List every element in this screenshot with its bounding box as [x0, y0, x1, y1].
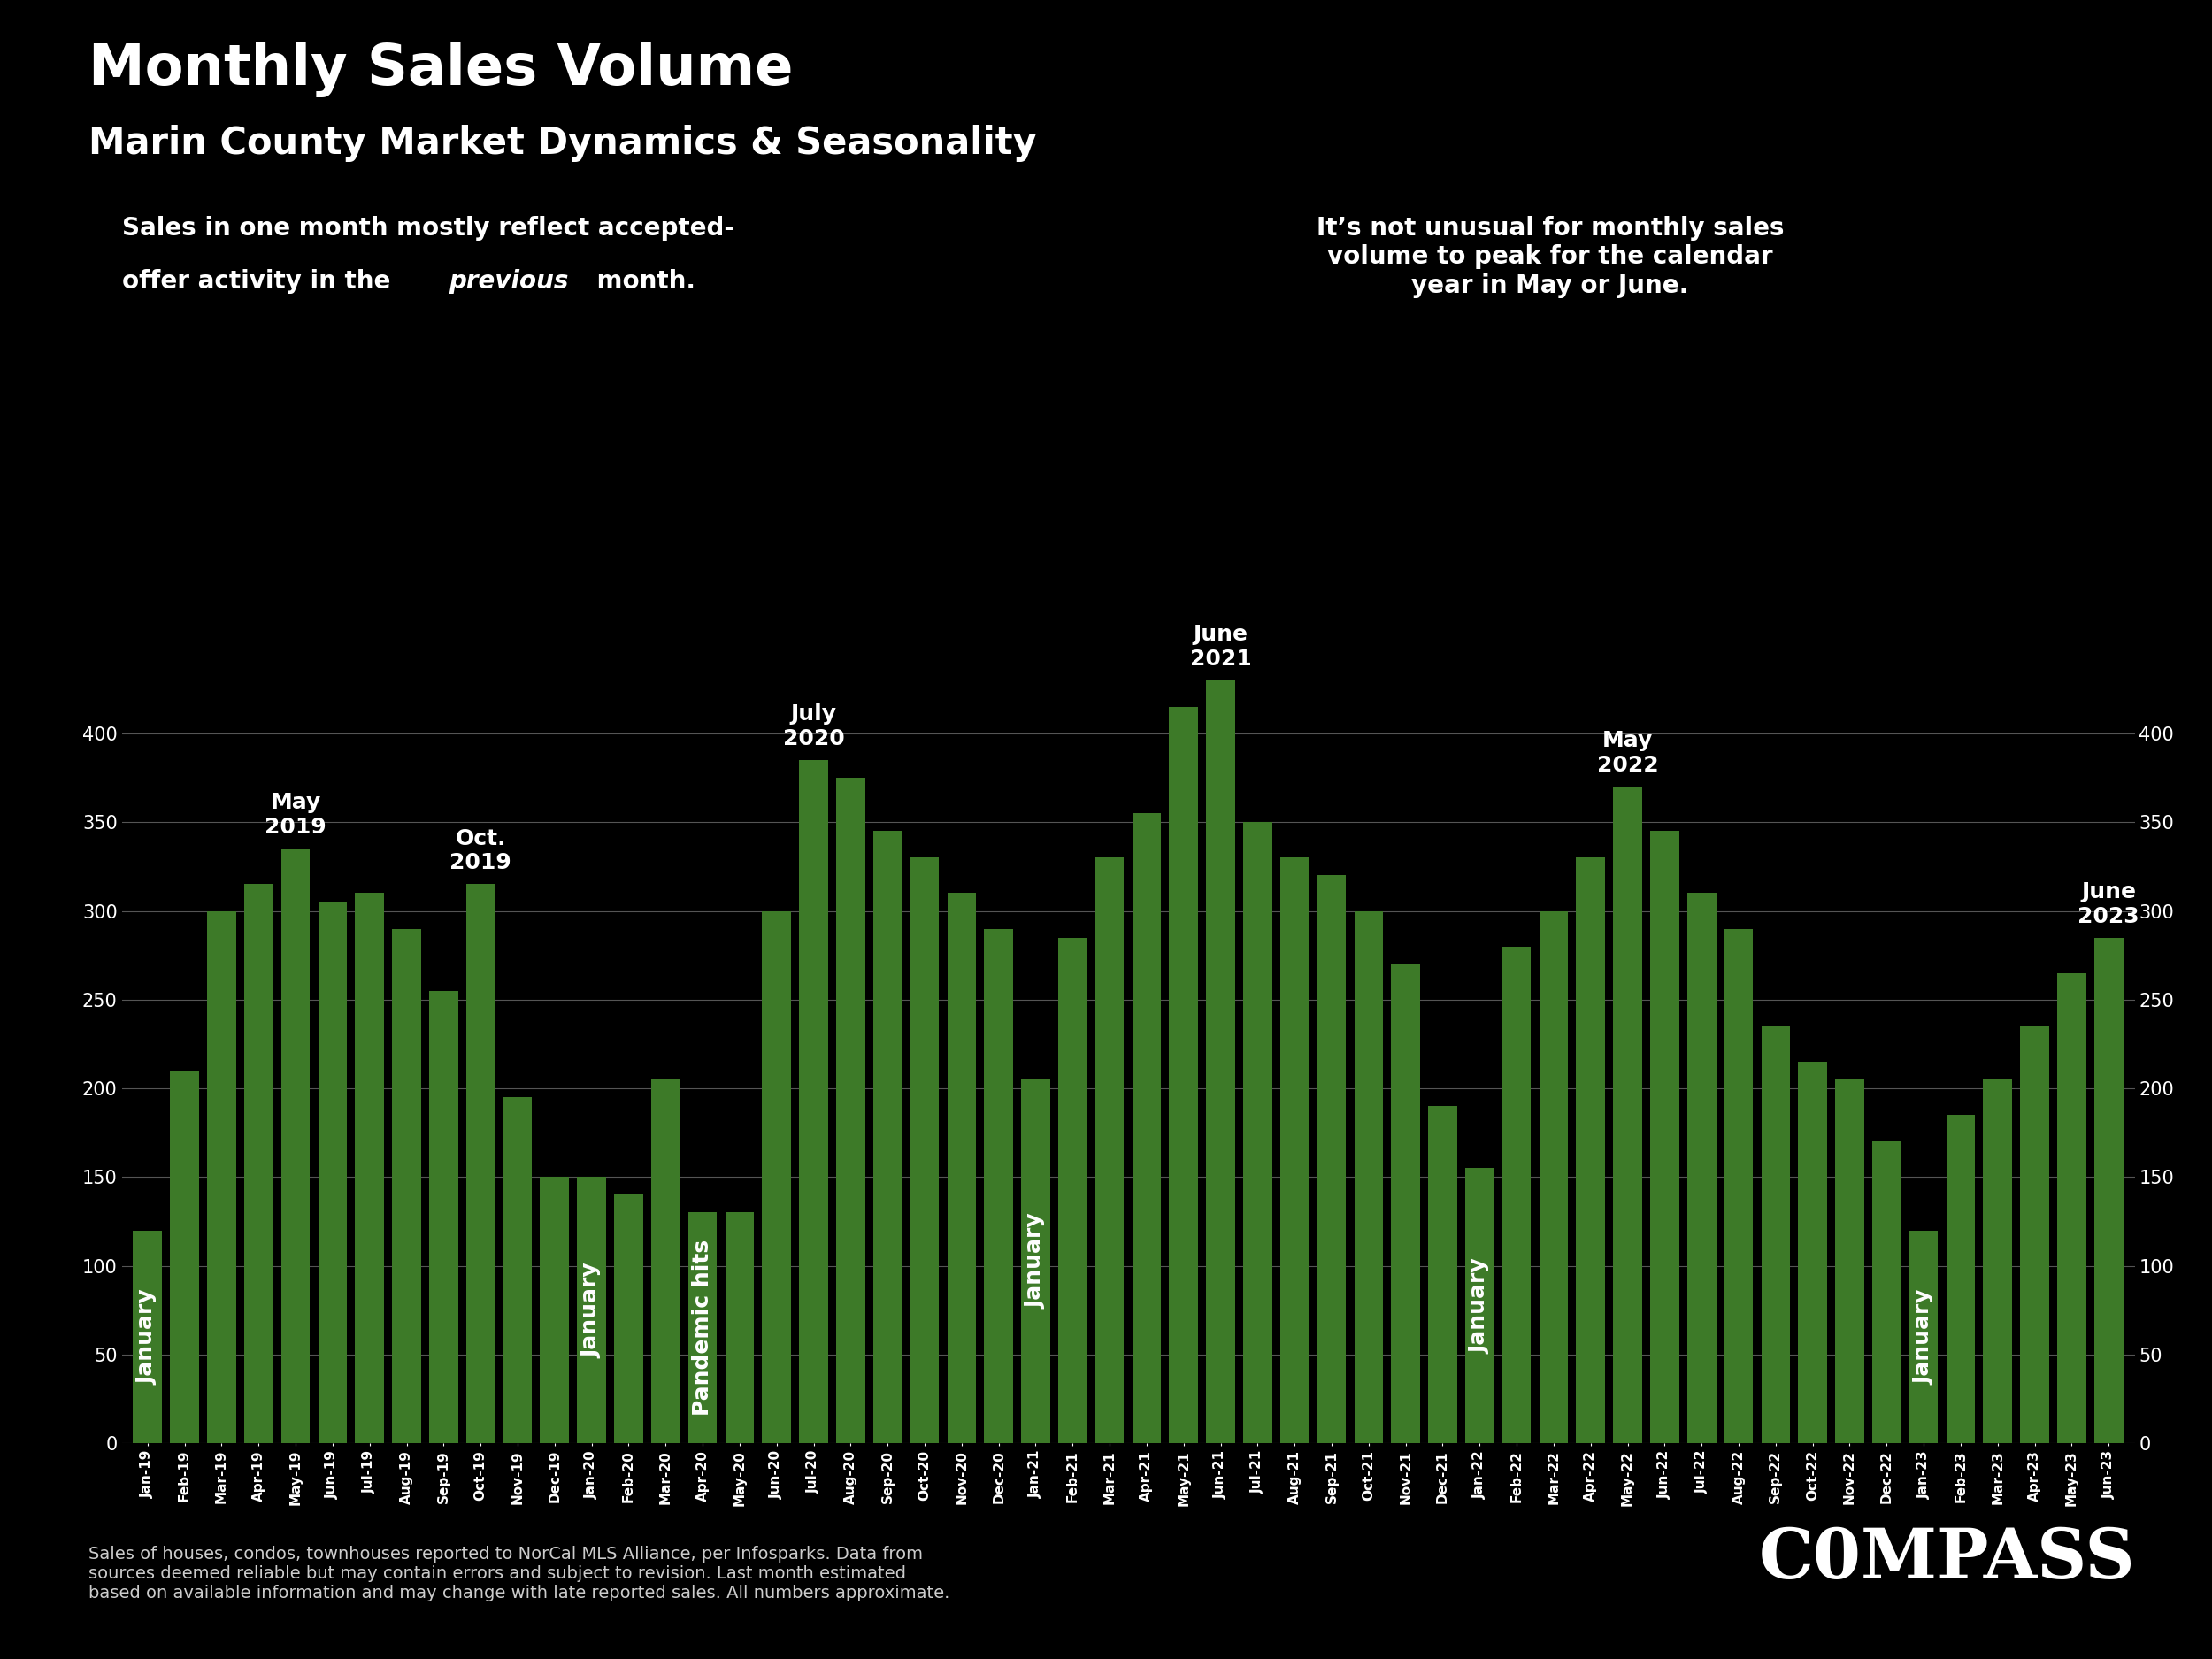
- Text: January: January: [1469, 1258, 1491, 1354]
- Text: Marin County Market Dynamics & Seasonality: Marin County Market Dynamics & Seasonali…: [88, 124, 1037, 161]
- Text: offer activity in the: offer activity in the: [122, 269, 398, 294]
- Bar: [836, 778, 865, 1443]
- Bar: [1391, 964, 1420, 1443]
- Bar: [1316, 876, 1347, 1443]
- Bar: [1836, 1080, 1865, 1443]
- Text: June
2023: June 2023: [2077, 881, 2139, 927]
- Bar: [1133, 813, 1161, 1443]
- Bar: [1947, 1115, 1975, 1443]
- Text: January: January: [582, 1262, 602, 1357]
- Bar: [1243, 823, 1272, 1443]
- Bar: [1613, 786, 1641, 1443]
- Bar: [615, 1194, 644, 1443]
- Text: July
2020: July 2020: [783, 703, 845, 750]
- Bar: [540, 1178, 568, 1443]
- Bar: [1909, 1231, 1938, 1443]
- Bar: [1281, 858, 1310, 1443]
- Bar: [1650, 831, 1679, 1443]
- Bar: [502, 1097, 533, 1443]
- Bar: [281, 849, 310, 1443]
- Text: Sales in one month mostly reflect accepted-: Sales in one month mostly reflect accept…: [122, 216, 734, 241]
- Bar: [1206, 680, 1234, 1443]
- Bar: [133, 1231, 161, 1443]
- Bar: [799, 760, 827, 1443]
- Text: May
2019: May 2019: [265, 793, 327, 838]
- Bar: [392, 929, 420, 1443]
- Bar: [650, 1080, 679, 1443]
- Bar: [319, 902, 347, 1443]
- Bar: [2020, 1027, 2048, 1443]
- Bar: [1170, 707, 1199, 1443]
- Bar: [1354, 911, 1382, 1443]
- Bar: [874, 831, 902, 1443]
- Text: June
2021: June 2021: [1190, 624, 1252, 670]
- Text: Monthly Sales Volume: Monthly Sales Volume: [88, 41, 794, 98]
- Bar: [688, 1213, 717, 1443]
- Text: It’s not unusual for monthly sales
volume to peak for the calendar
year in May o: It’s not unusual for monthly sales volum…: [1316, 216, 1783, 297]
- Bar: [909, 858, 940, 1443]
- Bar: [1502, 946, 1531, 1443]
- Bar: [726, 1213, 754, 1443]
- Bar: [208, 911, 237, 1443]
- Bar: [1095, 858, 1124, 1443]
- Bar: [1723, 929, 1754, 1443]
- Bar: [1761, 1027, 1790, 1443]
- Bar: [467, 884, 495, 1443]
- Bar: [1798, 1062, 1827, 1443]
- Bar: [429, 990, 458, 1443]
- Text: May
2022: May 2022: [1597, 730, 1659, 776]
- Bar: [947, 893, 975, 1443]
- Text: January: January: [1024, 1214, 1046, 1309]
- Text: January: January: [137, 1289, 159, 1385]
- Bar: [1022, 1080, 1051, 1443]
- Bar: [1688, 893, 1717, 1443]
- Text: previous: previous: [449, 269, 568, 294]
- Bar: [243, 884, 272, 1443]
- Text: month.: month.: [588, 269, 695, 294]
- Bar: [1871, 1141, 1900, 1443]
- Bar: [1464, 1168, 1493, 1443]
- Bar: [170, 1070, 199, 1443]
- Bar: [356, 893, 385, 1443]
- Bar: [763, 911, 792, 1443]
- Text: Sales of houses, condos, townhouses reported to NorCal MLS Alliance, per Infospa: Sales of houses, condos, townhouses repo…: [88, 1546, 949, 1603]
- Text: Oct.
2019: Oct. 2019: [449, 828, 511, 874]
- Bar: [984, 929, 1013, 1443]
- Text: Pandemic hits: Pandemic hits: [692, 1239, 712, 1417]
- Bar: [577, 1178, 606, 1443]
- Bar: [2057, 974, 2086, 1443]
- Bar: [1577, 858, 1606, 1443]
- Text: C0MPASS: C0MPASS: [1759, 1525, 2135, 1593]
- Bar: [1540, 911, 1568, 1443]
- Text: January: January: [1913, 1289, 1933, 1385]
- Bar: [1984, 1080, 2013, 1443]
- Bar: [2095, 937, 2124, 1443]
- Bar: [1057, 937, 1086, 1443]
- Bar: [1429, 1107, 1458, 1443]
